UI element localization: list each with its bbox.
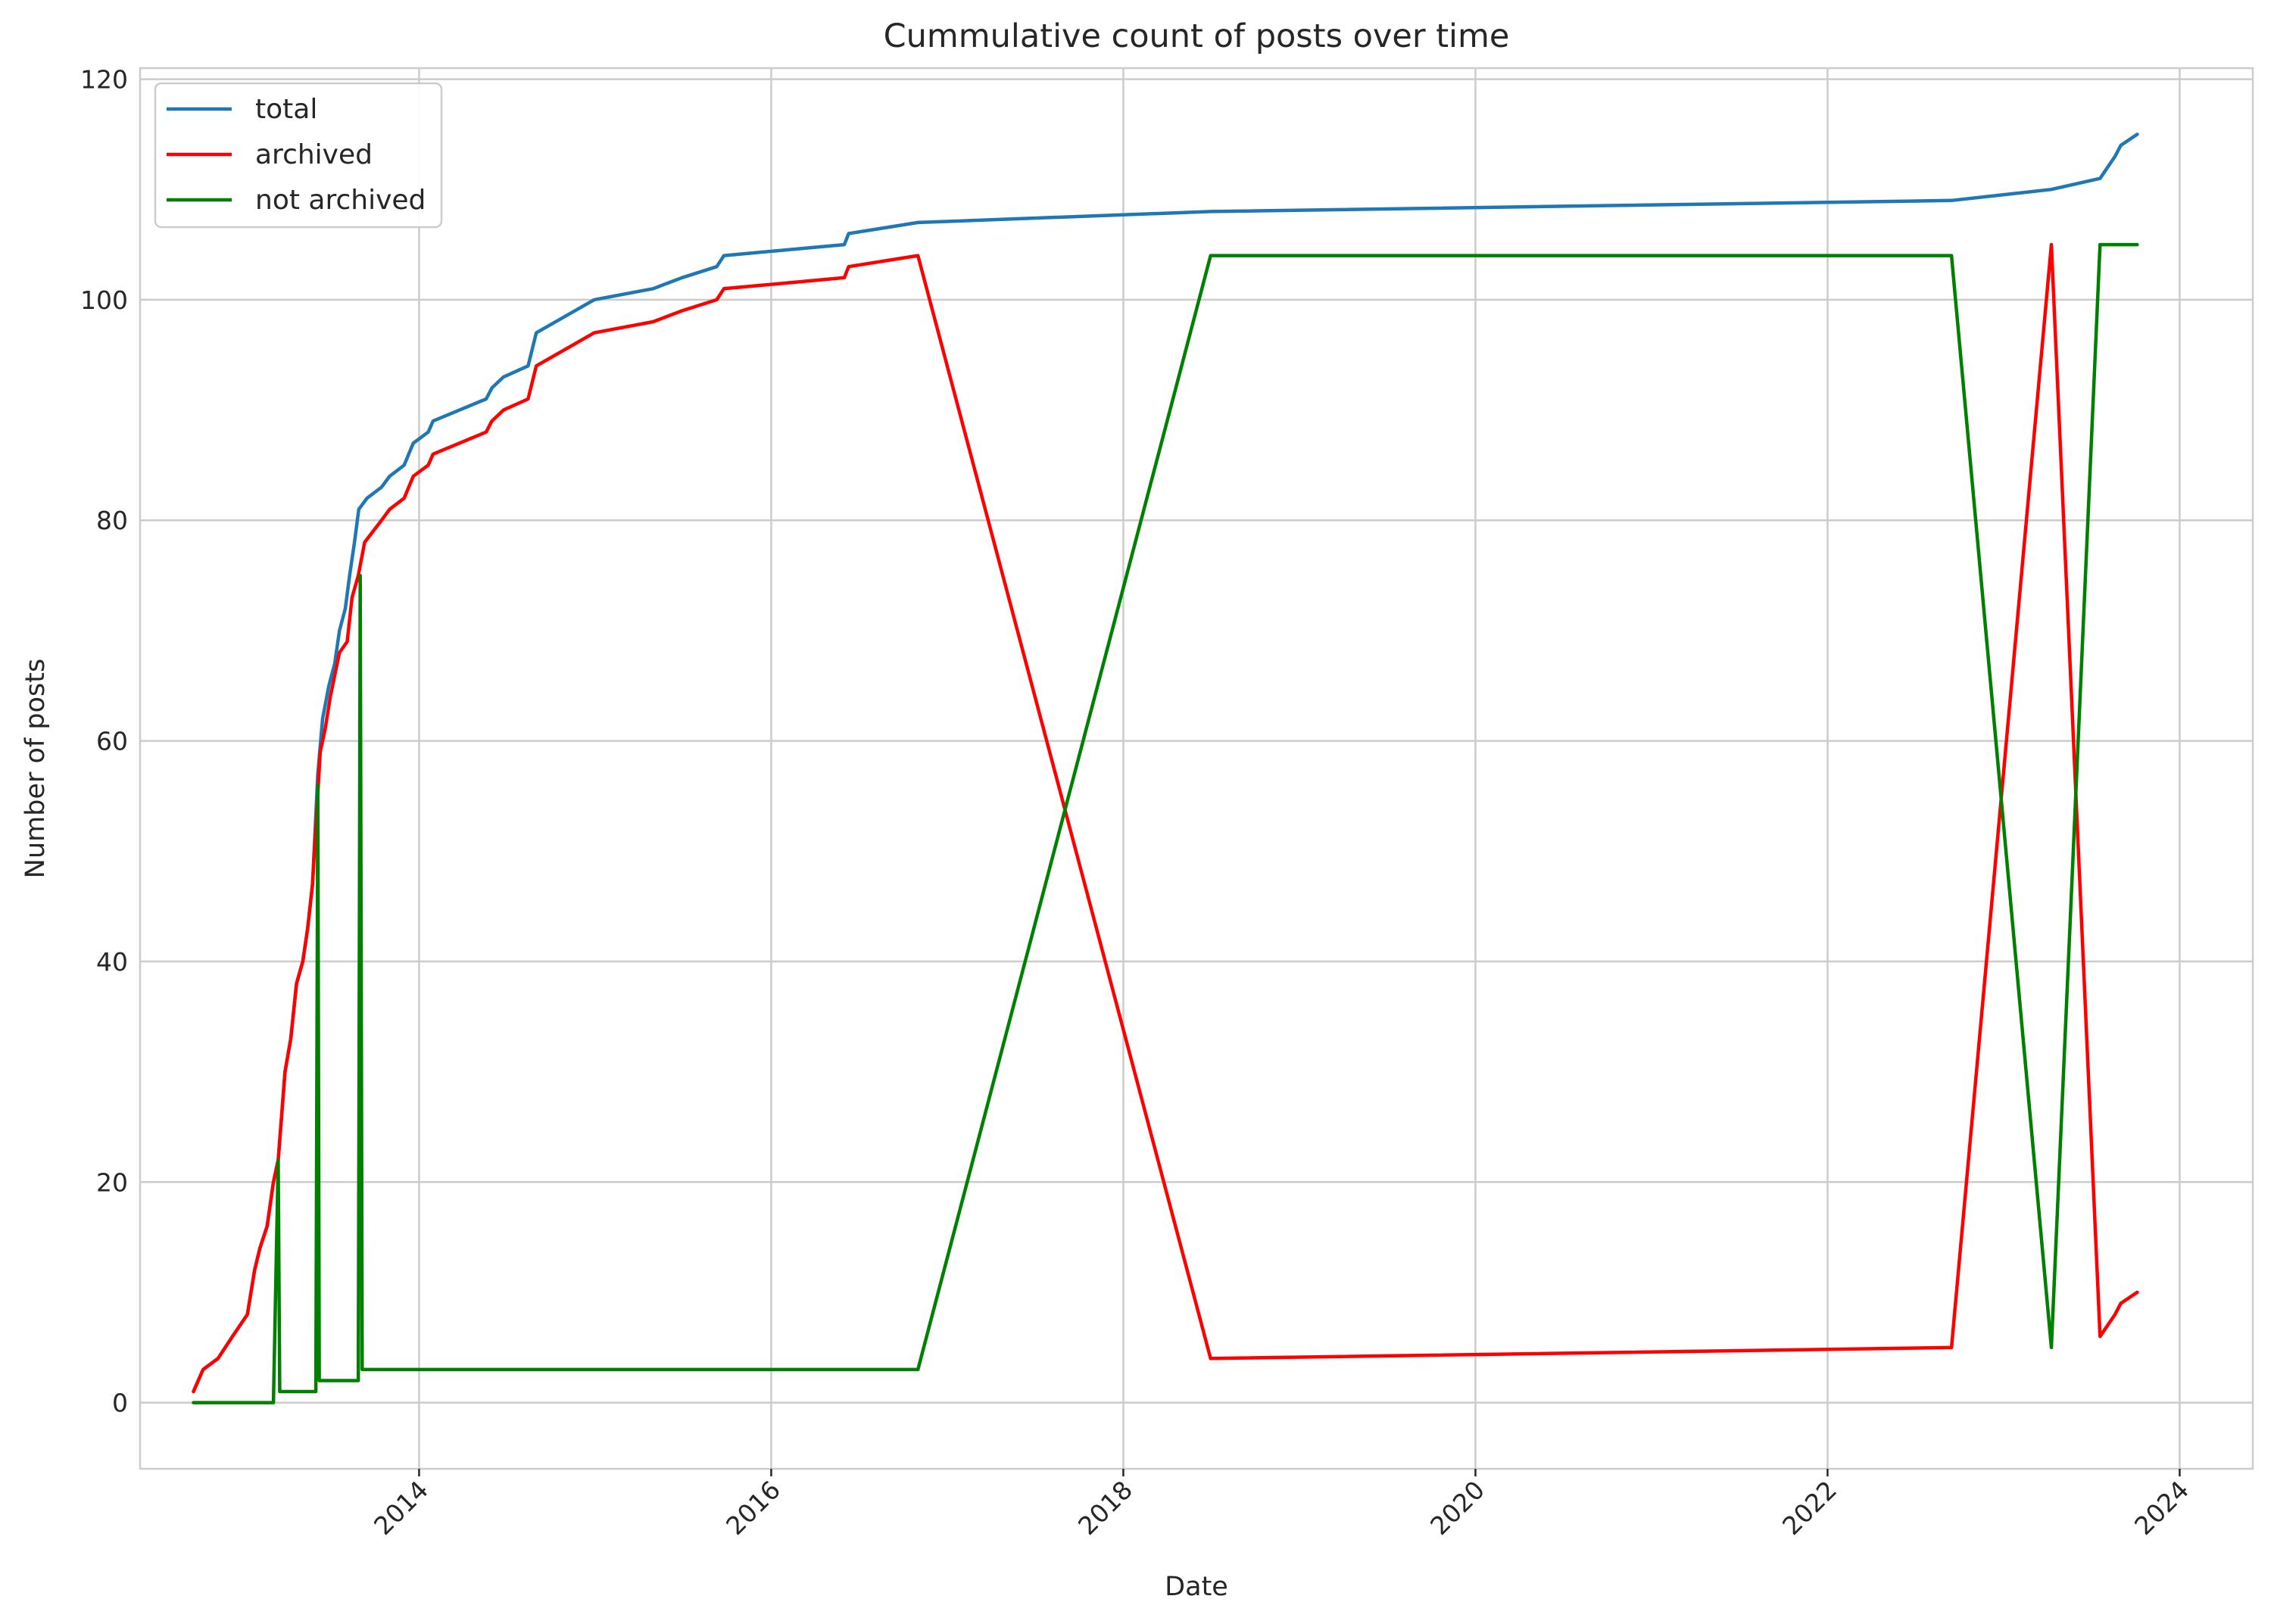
- y-axis-label: Number of posts: [20, 659, 51, 878]
- y-tick-label: 40: [96, 947, 128, 977]
- plot-frame: [139, 67, 2254, 1470]
- y-tick-label: 80: [96, 506, 128, 535]
- legend-label: archived: [255, 139, 373, 170]
- chart-title: Cummulative count of posts over time: [884, 17, 1510, 55]
- legend-label: total: [255, 94, 317, 125]
- y-tick-label: 100: [80, 285, 128, 315]
- x-axis-label: Date: [1165, 1572, 1228, 1602]
- legend-box: [154, 82, 443, 229]
- y-axis: 0 20 40 60 80 100 120: [80, 65, 128, 1418]
- series-line-archived: [192, 242, 2139, 1394]
- y-tick-label: 0: [112, 1389, 128, 1418]
- grid: [140, 68, 2253, 1469]
- y-tick-label: 60: [96, 727, 128, 756]
- legend-label: not archived: [255, 185, 426, 216]
- y-tick-label: 20: [96, 1167, 128, 1197]
- series-layer: [192, 132, 2139, 1404]
- series-line-not-archived: [192, 242, 2139, 1404]
- y-tick-label: 120: [80, 65, 128, 95]
- legend: total archived not archived: [154, 82, 443, 229]
